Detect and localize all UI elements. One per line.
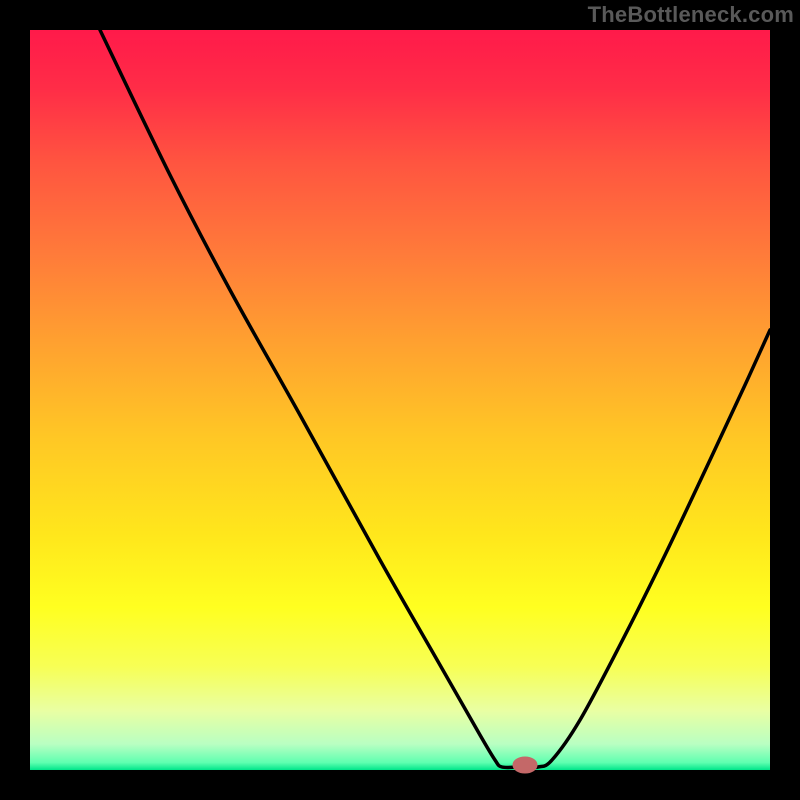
optimal-point-marker — [513, 757, 537, 773]
bottleneck-chart — [0, 0, 800, 800]
chart-container: TheBottleneck.com — [0, 0, 800, 800]
plot-background — [30, 30, 770, 770]
watermark-text: TheBottleneck.com — [588, 2, 794, 28]
